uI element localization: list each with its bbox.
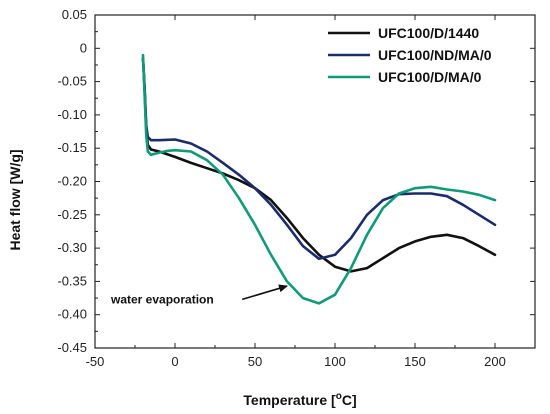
- y-tick-label: -0.40: [57, 307, 87, 322]
- legend-label: UFC100/D/MA/0: [378, 69, 482, 85]
- y-tick-label: 0: [80, 40, 87, 55]
- y-tick-label: -0.35: [57, 273, 87, 288]
- annotation-arrow: [241, 284, 288, 301]
- y-axis-title: Heat flow [W/g]: [7, 149, 23, 250]
- y-axis-ticks: 0.05 0 -0.05 -0.10 -0.15 -0.20 -0.25 -0.30 -0.35…: [57, 7, 535, 355]
- legend-label: UFC100/ND/MA/0: [378, 47, 492, 63]
- y-tick-label: -0.15: [57, 140, 87, 155]
- x-tick-label: -50: [86, 354, 105, 369]
- series-line: [141, 57, 497, 273]
- x-tick-label: 0: [171, 354, 178, 369]
- y-tick-label: -0.30: [57, 240, 87, 255]
- annotation: water evaporation: [110, 284, 288, 306]
- x-tick-label: 200: [484, 354, 506, 369]
- x-tick-label: 150: [404, 354, 426, 369]
- series-line: [141, 53, 497, 305]
- x-tick-label: 50: [248, 354, 262, 369]
- y-tick-label: 0.05: [62, 7, 87, 22]
- y-tick-label: -0.10: [57, 107, 87, 122]
- legend-label: UFC100/D/1440: [378, 25, 479, 41]
- legend: UFC100/D/1440 UFC100/ND/MA/0 UFC100/D/MA/0: [328, 25, 492, 85]
- y-tick-label: -0.20: [57, 174, 87, 189]
- series-lines: [141, 53, 497, 305]
- y-tick-label: -0.45: [57, 340, 87, 355]
- series-line: [141, 57, 497, 261]
- y-tick-label: -0.25: [57, 207, 87, 222]
- annotation-label: water evaporation: [110, 292, 214, 306]
- y-tick-label: -0.05: [57, 74, 87, 89]
- x-axis-ticks: -50 0 50 100 150 200: [86, 15, 536, 369]
- x-tick-label: 100: [324, 354, 346, 369]
- x-axis-title: Temperature [oC]: [243, 391, 356, 408]
